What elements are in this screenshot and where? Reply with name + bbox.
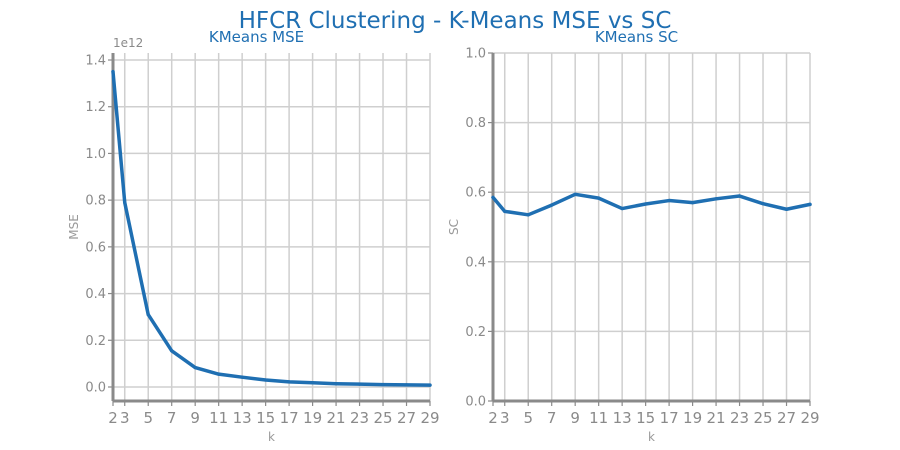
x-tick-label: 23 bbox=[730, 409, 749, 427]
data-point bbox=[667, 198, 671, 203]
y-tick-label: 0.0 bbox=[85, 380, 106, 395]
data-point bbox=[193, 366, 197, 370]
y-tick-label: 0.6 bbox=[465, 186, 486, 201]
data-point bbox=[111, 70, 115, 74]
data-point bbox=[784, 207, 789, 211]
data-point bbox=[287, 380, 291, 384]
x-tick-label: 19 bbox=[303, 409, 322, 427]
data-point bbox=[334, 382, 338, 386]
data-point bbox=[264, 378, 268, 382]
data-point bbox=[526, 213, 530, 217]
x-axis-label: k bbox=[268, 430, 275, 444]
x-tick-label: 5 bbox=[143, 409, 153, 427]
x-tick-label: 13 bbox=[613, 409, 632, 427]
x-tick-label: 2 bbox=[108, 409, 118, 427]
x-tick-label: 29 bbox=[420, 409, 439, 427]
x-tick-label: 25 bbox=[753, 409, 772, 427]
x-tick-label: 25 bbox=[373, 409, 392, 427]
data-point bbox=[808, 202, 812, 206]
x-tick-label: 11 bbox=[589, 409, 608, 427]
x-tick-label: 15 bbox=[256, 409, 275, 427]
x-tick-label: 15 bbox=[636, 409, 655, 427]
chart-panel-1: 0.00.20.40.60.81.01.21.42 3 5 7 9 11 13 15 17 19 2… bbox=[67, 28, 440, 444]
x-axis-label: k bbox=[648, 430, 655, 444]
y-tick-label: 0.8 bbox=[85, 194, 106, 209]
data-point bbox=[597, 196, 601, 200]
y-tick-label: 0.4 bbox=[465, 255, 486, 270]
x-tick-label: 7 bbox=[547, 409, 557, 427]
data-point bbox=[381, 383, 385, 387]
x-tick-label: 21 bbox=[707, 409, 726, 427]
data-point bbox=[491, 195, 495, 200]
data-point bbox=[170, 349, 174, 353]
x-tick-label: 13 bbox=[233, 409, 252, 427]
chart-panel-2: 0.00.20.40.60.81.02 3 5 7 9 11 13 15 17 19 21 23 25 2… bbox=[447, 28, 820, 444]
x-tick-label: 17 bbox=[280, 409, 299, 427]
y-tick-label: 0.8 bbox=[465, 116, 486, 131]
data-point bbox=[503, 209, 507, 213]
data-point bbox=[737, 194, 742, 198]
x-tick-label: 3 bbox=[120, 409, 130, 427]
data-point bbox=[714, 197, 718, 201]
y-tick-label: 1.2 bbox=[85, 100, 106, 115]
y-tick-label: 1.0 bbox=[85, 147, 106, 162]
x-tick-label: 29 bbox=[800, 409, 819, 427]
data-point bbox=[761, 202, 765, 206]
x-tick-label: 27 bbox=[777, 409, 796, 427]
panel-title: KMeans SC bbox=[595, 28, 678, 46]
y-axis-label: SC bbox=[447, 219, 461, 235]
x-tick-label: 27 bbox=[397, 409, 416, 427]
y-offset-label: 1e12 bbox=[113, 36, 143, 50]
data-point bbox=[123, 200, 127, 205]
x-tick-label: 17 bbox=[660, 409, 679, 427]
x-tick-label: 3 bbox=[500, 409, 510, 427]
data-point bbox=[573, 192, 577, 196]
y-axis-label: MSE bbox=[67, 214, 81, 240]
data-point bbox=[644, 202, 648, 206]
x-tick-label: 23 bbox=[350, 409, 369, 427]
figure-title: HFCR Clustering - K-Means MSE vs SC bbox=[239, 8, 672, 34]
x-tick-label: 9 bbox=[190, 409, 200, 427]
data-point bbox=[310, 381, 315, 385]
x-tick-label: 9 bbox=[570, 409, 580, 427]
y-tick-label: 0.4 bbox=[85, 287, 106, 302]
data-point bbox=[240, 375, 244, 379]
data-point bbox=[404, 383, 409, 387]
data-point bbox=[217, 372, 221, 376]
data-point bbox=[357, 382, 362, 386]
x-tick-label: 19 bbox=[683, 409, 702, 427]
y-tick-label: 0.6 bbox=[85, 240, 106, 255]
x-tick-label: 21 bbox=[327, 409, 346, 427]
x-tick-label: 7 bbox=[167, 409, 177, 427]
y-tick-label: 0.2 bbox=[85, 334, 106, 349]
data-point bbox=[428, 383, 432, 387]
y-tick-label: 0.2 bbox=[465, 325, 486, 340]
x-tick-label: 5 bbox=[523, 409, 533, 427]
chart-panels: 0.00.20.40.60.81.01.21.42 3 5 7 9 11 13 15 17 19 2… bbox=[67, 28, 820, 444]
data-point bbox=[550, 203, 554, 207]
y-tick-label: 1.0 bbox=[465, 47, 486, 62]
x-tick-label: 11 bbox=[209, 409, 228, 427]
y-tick-label: 0.0 bbox=[465, 395, 486, 410]
y-tick-label: 1.4 bbox=[85, 54, 106, 69]
data-point bbox=[690, 201, 695, 205]
data-point bbox=[146, 312, 150, 317]
data-point bbox=[620, 206, 624, 211]
panel-title: KMeans MSE bbox=[209, 28, 304, 46]
x-tick-label: 2 bbox=[488, 409, 498, 427]
